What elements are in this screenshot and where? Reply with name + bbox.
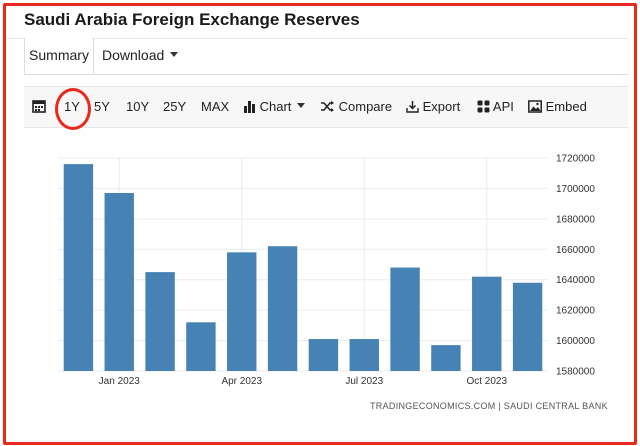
grid-icon [477,100,490,113]
range-5y-button[interactable]: 5Y [94,99,110,114]
api-label: API [492,99,514,114]
embed-button[interactable]: Embed [528,87,587,127]
chart-bar [267,246,298,371]
x-tick-label: Oct 2023 [466,376,507,387]
chart-credit: TRADINGECONOMICS.COM | SAUDI CENTRAL BAN… [370,401,608,411]
range-10y-button[interactable]: 10Y [126,99,150,114]
download-icon [406,101,419,113]
y-tick-label: 1680000 [556,214,595,225]
export-label: Export [422,99,461,114]
chart-type-button[interactable]: Chart [243,87,306,127]
y-tick-label: 1600000 [556,336,595,347]
title-divider [6,38,628,39]
highlight-circle [55,88,91,130]
chart-toolbar: 1Y 5Y 10Y 25Y MAX Chart Compare Export [24,86,628,128]
chevron-down-icon [170,52,179,57]
y-tick-label: 1640000 [556,275,595,286]
y-tick-label: 1580000 [556,367,595,378]
api-button[interactable]: API [477,87,514,127]
credit-separator: | [498,401,501,411]
chart-bar [308,339,339,371]
range-25y-button[interactable]: 25Y [163,99,187,114]
compare-button[interactable]: Compare [320,87,392,127]
image-icon [528,100,542,113]
credit-provider[interactable]: SAUDI CENTRAL BANK [503,401,608,411]
y-tick-label: 1660000 [556,245,595,256]
tab-download-label: Download [102,47,165,63]
export-button[interactable]: Export [406,87,460,127]
range-max-button[interactable]: MAX [201,99,230,114]
chevron-down-icon [297,103,306,108]
chart-bar [431,345,461,371]
chart-bar [104,192,134,371]
tab-bar: Summary Download [24,38,628,75]
x-tick-label: Jul 2023 [345,376,383,387]
y-tick-label: 1700000 [556,184,595,195]
x-tick-label: Jan 2023 [99,376,141,387]
chart-bar [186,322,216,371]
credit-source[interactable]: TRADINGECONOMICS.COM [370,401,496,411]
tab-download[interactable]: Download [102,38,179,74]
calendar-icon[interactable] [32,87,46,127]
y-tick-label: 1620000 [556,306,595,317]
highlight-frame [3,3,637,445]
shuffle-icon [321,101,334,112]
chart-bar [227,252,257,371]
chart-bar [63,164,94,371]
chart-bar [512,282,543,371]
tab-summary[interactable]: Summary [24,38,94,74]
chart-type-label: Chart [259,99,292,114]
chart-bar [472,276,502,371]
embed-label: Embed [545,99,587,114]
bar-chart-icon [244,101,255,113]
x-tick-label: Apr 2023 [221,376,262,387]
y-tick-label: 1720000 [556,154,595,165]
page-title: Saudi Arabia Foreign Exchange Reserves [24,10,360,29]
compare-label: Compare [338,99,393,114]
chart-bar [145,272,175,371]
chart-bar [390,267,420,371]
chart-bar [349,339,379,371]
